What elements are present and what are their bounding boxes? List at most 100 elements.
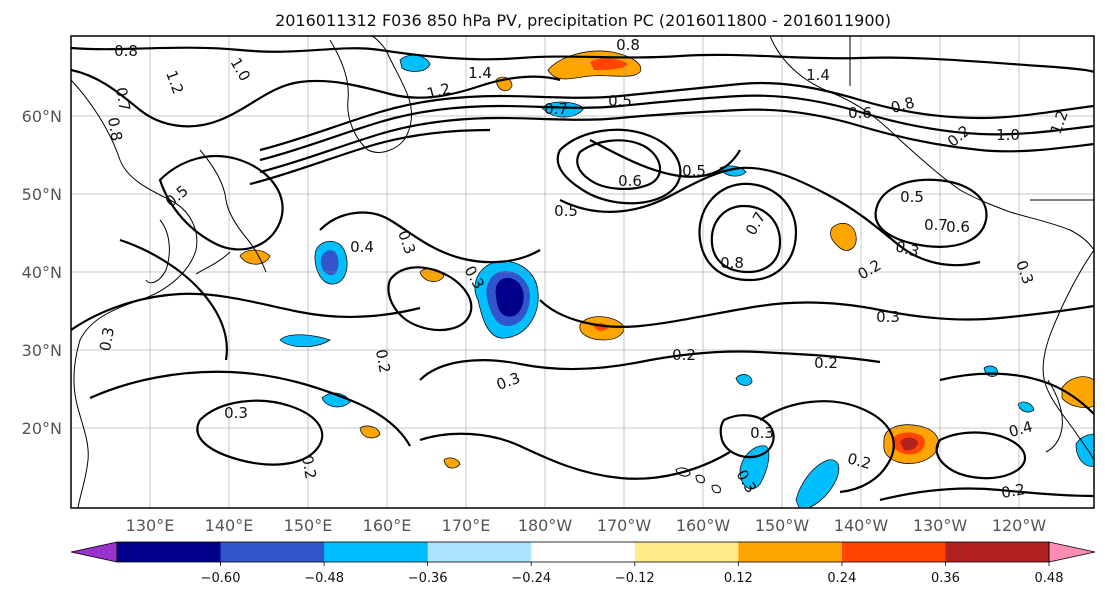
coastlines [71, 36, 1094, 508]
precip-blob-aleutian-core [590, 58, 628, 70]
contour-label: 0.4 [1007, 417, 1035, 441]
contour-label: 1.4 [468, 64, 492, 82]
precip-blob-40n-160e-core [320, 250, 339, 276]
lon-label: 170°W [597, 516, 652, 535]
contour-25 [935, 431, 1027, 480]
lat-label: 30°N [22, 341, 62, 360]
lon-label: 140°E [205, 516, 254, 535]
precip-blob-spot-6 [735, 374, 753, 386]
colorbar-segment [220, 542, 325, 562]
lon-label: 150°E [284, 516, 333, 535]
precip-blob-east-edge [1075, 433, 1094, 467]
lon-label: 130°W [913, 516, 968, 535]
coastline-korea [145, 219, 170, 284]
lon-label: 160°W [676, 516, 731, 535]
contour-19 [419, 350, 881, 381]
contour-22 [759, 400, 895, 494]
precip-blob-spot-10 [1017, 401, 1035, 413]
precip-blob-sw-1 [795, 459, 840, 508]
contour-label: 0.3 [893, 237, 921, 261]
colorbar-tick-label: 0.12 [724, 571, 753, 586]
precip-blob-japan [239, 249, 271, 265]
contour-28 [119, 238, 228, 361]
graticule [71, 36, 1094, 508]
map-panel: 0.8 1.2 1.0 0.7 0.8 0.5 0.4 0.3 1.4 1.2 … [70, 35, 1095, 509]
contour-5 [259, 108, 1094, 174]
contour-label: 1.2 [425, 79, 453, 103]
contour-label: 0.8 [616, 36, 640, 54]
lon-label: 120°W [992, 516, 1047, 535]
colorbar: −0.60 −0.48 −0.36 −0.24 −0.12 0.12 0.24 0.36 0.4… [70, 541, 1096, 586]
contour-17 [539, 299, 1094, 328]
contour-label: 0.4 [350, 238, 374, 256]
contour-label: 0.8 [889, 93, 917, 117]
contour-label: 0.6 [946, 218, 970, 236]
precip-blob-spot-2 [279, 334, 331, 348]
lat-label: 50°N [22, 185, 62, 204]
colorbar-frame [116, 541, 1050, 563]
contour-label: 0.6 [848, 104, 872, 122]
contour-14 [319, 211, 541, 264]
contour-15 [387, 266, 473, 332]
precip-blob-spot-8 [443, 457, 461, 469]
contour-7 [158, 155, 284, 251]
precip-blob-spot-7 [359, 425, 381, 439]
colorbar-segment [738, 542, 843, 562]
lat-label: 20°N [22, 419, 62, 438]
contour-23 [939, 372, 1094, 415]
contour-8 [556, 128, 682, 205]
colorbar-segment [945, 542, 1050, 562]
colorbar-tick-label: −0.60 [201, 571, 241, 586]
coastline-baja [1045, 379, 1063, 453]
contour-9 [576, 139, 661, 191]
colorbar-tick-label: 0.36 [931, 571, 960, 586]
lon-label: 170°E [442, 516, 491, 535]
contour-labels: 0.8 1.2 1.0 0.7 0.8 0.5 0.4 0.3 1.4 1.2 … [96, 36, 1072, 502]
contour-21 [419, 432, 731, 480]
contour-26 [719, 414, 775, 459]
map-title: 2016011312 F036 850 hPa PV, precipitatio… [275, 11, 891, 30]
map-frame [70, 35, 1095, 509]
contour-label: 0.5 [608, 92, 632, 110]
lon-label: 180°W [518, 516, 573, 535]
contour-4 [259, 94, 1094, 162]
contour-label: 0.2 [672, 346, 696, 364]
colorbar-segment [324, 542, 429, 562]
contour-2 [71, 68, 561, 128]
colorbar-tick-label: −0.12 [615, 571, 655, 586]
contour-label: 0.2 [372, 348, 394, 375]
precip-shading [239, 50, 1094, 508]
contour-3 [259, 81, 1094, 152]
precip-blob-hawaii-ne-max [900, 437, 918, 451]
contour-18 [89, 370, 411, 447]
contour-label: 0.3 [876, 308, 900, 326]
colorbar-segment [531, 542, 636, 562]
contour-label: 0.6 [618, 172, 642, 190]
lon-label: 140°W [834, 516, 889, 535]
contour-label: 0.2 [845, 449, 873, 473]
lat-label: 40°N [22, 263, 62, 282]
contour-13 [559, 166, 981, 267]
border-canada-alaska [849, 36, 1094, 201]
contour-label: 0.8 [720, 254, 744, 272]
contour-label: 0.7 [112, 86, 134, 113]
contour-label: 0.8 [104, 116, 126, 143]
colorbar-tick-label: −0.24 [511, 571, 551, 586]
contour-1 [71, 46, 1094, 74]
colorbar-tick-label: 0.48 [1035, 571, 1064, 586]
contour-10 [698, 182, 798, 282]
precip-blob-north-1 [399, 54, 431, 72]
contour-11 [710, 204, 782, 274]
contour-label: 0.3 [750, 424, 774, 442]
contour-label: 0.2 [814, 354, 838, 372]
contour-24 [879, 487, 1094, 502]
contour-6 [249, 128, 491, 186]
colorbar-tick-label: 0.24 [827, 571, 856, 586]
precip-blob-40n-145w [830, 222, 857, 251]
colorbar-tick-label: −0.48 [304, 571, 344, 586]
contour-label: 0.2 [1000, 480, 1027, 502]
contour-label: 0.7 [924, 216, 948, 234]
contour-label: 0.5 [554, 202, 578, 220]
longitude-labels: 130°E 140°E 150°E 160°E 170°E 180°W 170°… [126, 516, 1047, 535]
